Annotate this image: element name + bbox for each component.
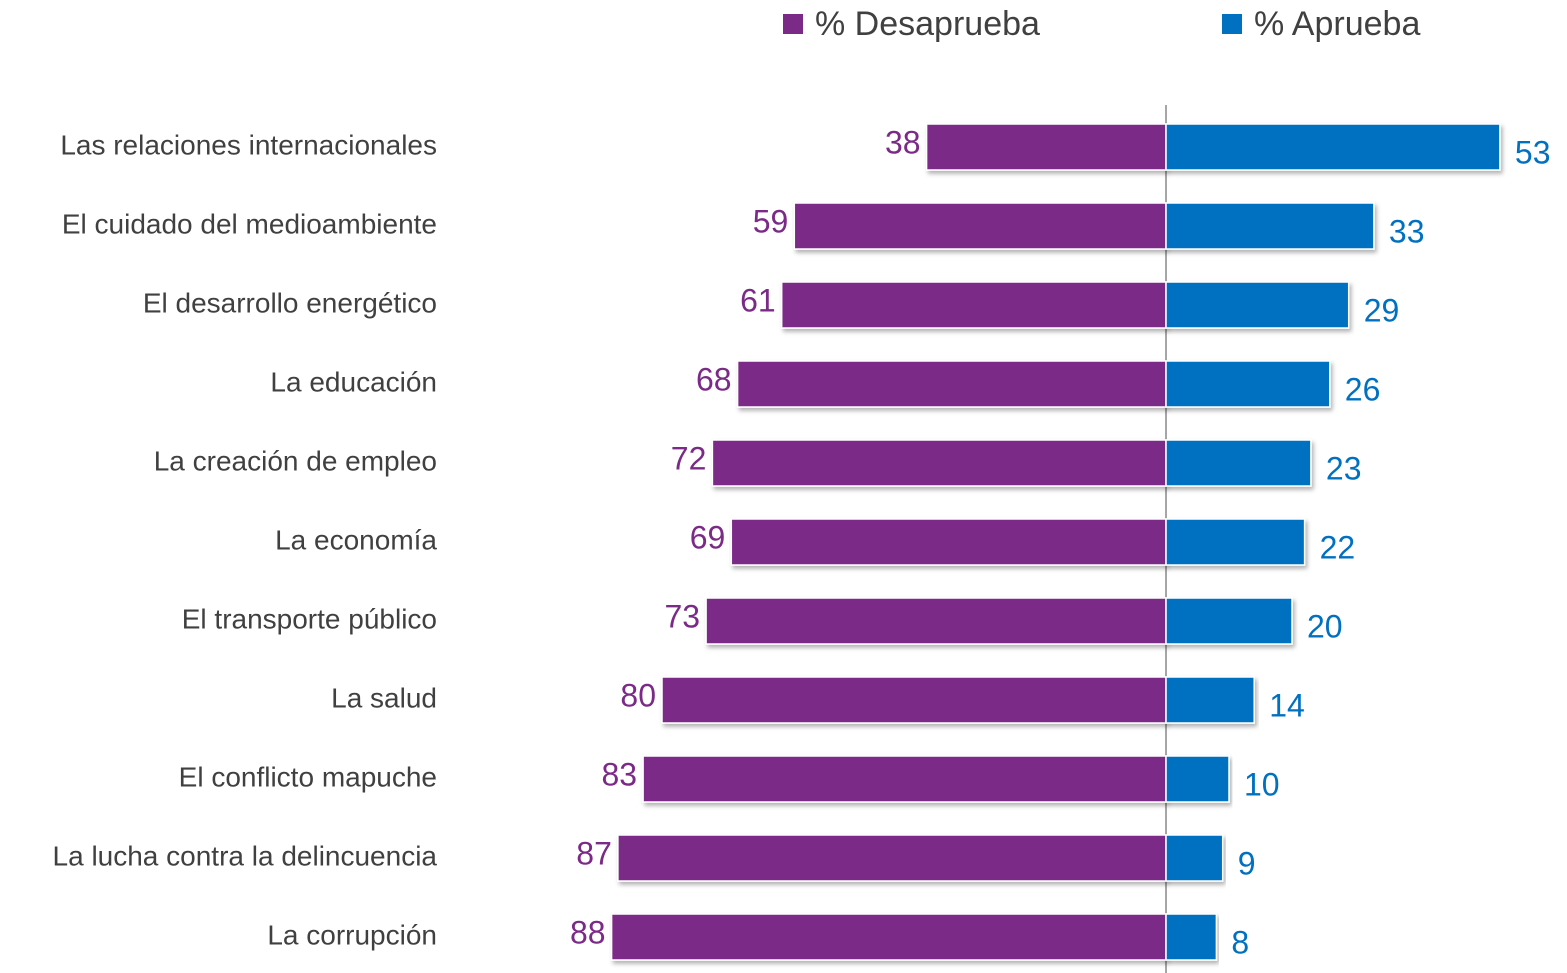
value-label: 9: [1238, 845, 1256, 881]
value-label: 38: [885, 124, 921, 160]
bar: [617, 834, 1167, 882]
value-label: 23: [1326, 450, 1362, 486]
value-label: 59: [753, 203, 789, 239]
value-label: 72: [671, 440, 707, 476]
value-label: 20: [1307, 608, 1343, 644]
category-label: El transporte público: [182, 603, 437, 634]
legend-label: % Desaprueba: [815, 5, 1040, 43]
bar: [1165, 439, 1312, 487]
category-label: La salud: [331, 682, 437, 713]
value-label: 53: [1515, 134, 1551, 170]
category-label: La economía: [275, 524, 437, 555]
value-label: 22: [1320, 529, 1356, 565]
value-label: 8: [1231, 924, 1249, 960]
bar: [1165, 518, 1306, 566]
bar: [1165, 123, 1501, 171]
bar: [610, 913, 1167, 961]
bar: [780, 281, 1167, 329]
value-label: 14: [1269, 687, 1305, 723]
bar: [1165, 597, 1293, 645]
category-label: El desarrollo energético: [143, 287, 437, 318]
category-label: La educación: [270, 366, 437, 397]
bar: [1165, 281, 1350, 329]
bar: [793, 202, 1167, 250]
bar: [736, 360, 1167, 408]
bar: [642, 755, 1167, 803]
category-label: El conflicto mapuche: [179, 761, 437, 792]
value-label: 29: [1364, 292, 1400, 328]
category-label: El cuidado del medioambiente: [62, 208, 437, 239]
legend-label: % Aprueba: [1254, 5, 1420, 43]
category-label: La corrupción: [267, 919, 437, 950]
value-label: 80: [620, 677, 656, 713]
bar: [661, 676, 1167, 724]
category-label: Las relaciones internacionales: [60, 129, 437, 160]
value-label: 73: [665, 598, 701, 634]
bar: [1165, 676, 1255, 724]
bar: [925, 123, 1167, 171]
category-label: La creación de empleo: [154, 445, 437, 476]
bar: [711, 439, 1167, 487]
bar: [730, 518, 1167, 566]
bar: [1165, 360, 1331, 408]
bar: [1165, 913, 1218, 961]
value-label: 33: [1389, 213, 1425, 249]
legend-swatch: [783, 14, 803, 34]
value-label: 83: [602, 756, 638, 792]
value-label: 69: [690, 519, 726, 555]
value-label: 88: [570, 914, 606, 950]
legend-swatch: [1222, 14, 1242, 34]
bar: [705, 597, 1167, 645]
value-label: 87: [576, 835, 612, 871]
value-label: 61: [740, 282, 776, 318]
bar: [1165, 834, 1224, 882]
bar: [1165, 755, 1230, 803]
category-label: La lucha contra la delincuencia: [53, 840, 438, 871]
value-label: 68: [696, 361, 732, 397]
value-label: 26: [1345, 371, 1381, 407]
bar: [1165, 202, 1375, 250]
value-label: 10: [1244, 766, 1280, 802]
